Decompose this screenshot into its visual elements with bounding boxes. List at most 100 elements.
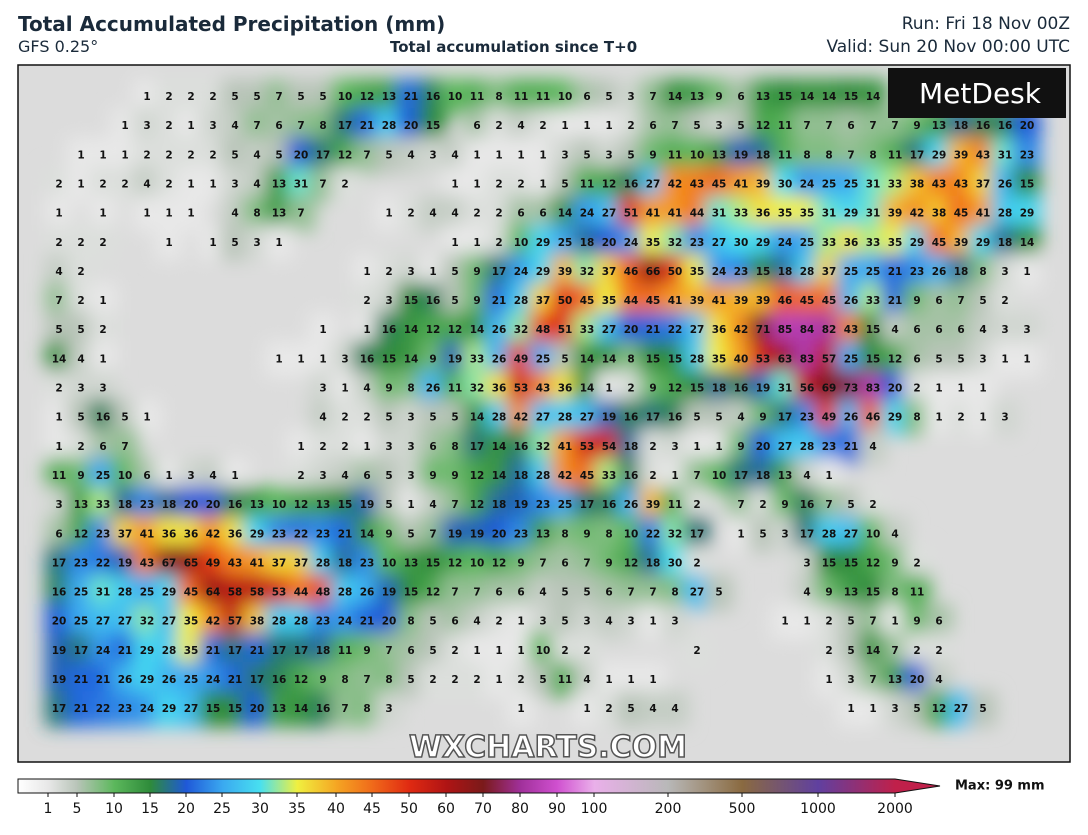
colorbar-segment [483, 779, 521, 793]
grid-value: 22 [668, 324, 683, 336]
grid-value: 7 [957, 295, 964, 307]
grid-value: 29 [140, 674, 155, 686]
grid-value: 6 [935, 616, 942, 628]
grid-value: 2 [913, 645, 920, 657]
grid-value: 3 [55, 499, 62, 511]
grid-value: 9 [363, 645, 370, 657]
grid-value: 15 [844, 557, 859, 569]
grid-value: 1 [231, 470, 238, 482]
colorbar-tick-label: 500 [729, 801, 756, 817]
grid-value: 21 [74, 703, 89, 715]
precip-cell [683, 632, 711, 669]
grid-value: 1 [55, 208, 62, 220]
grid-value: 33 [734, 208, 749, 220]
grid-value: 8 [605, 528, 612, 540]
grid-value: 41 [646, 208, 661, 220]
grid-value: 2 [341, 412, 348, 424]
grid-value: 6 [517, 587, 524, 599]
grid-value: 5 [627, 703, 634, 715]
grid-value: 3 [1001, 266, 1008, 278]
grid-value: 14 [404, 324, 419, 336]
colorbar-tick-label: 5 [73, 801, 82, 817]
grid-value: 12 [888, 353, 903, 365]
grid-value: 9 [517, 557, 524, 569]
grid-value: 19 [756, 383, 771, 395]
grid-value: 2 [363, 412, 370, 424]
grid-value: 35 [712, 353, 727, 365]
grid-value: 2 [77, 441, 84, 453]
grid-value: 1 [935, 412, 942, 424]
grid-value: 5 [385, 412, 392, 424]
grid-value: 24 [778, 237, 793, 249]
logo-box [888, 68, 1066, 118]
grid-value: 16 [52, 587, 67, 599]
grid-value: 50 [668, 266, 683, 278]
grid-value: 7 [869, 616, 876, 628]
grid-value: 44 [624, 295, 639, 307]
grid-value: 1 [451, 237, 458, 249]
grid-value: 45 [580, 470, 595, 482]
grid-value: 4 [935, 674, 942, 686]
grid-value: 5 [121, 412, 128, 424]
grid-value: 64 [206, 587, 221, 599]
grid-value: 17 [52, 557, 67, 569]
grid-value: 2 [165, 149, 172, 161]
grid-value: 13 [316, 499, 331, 511]
grid-value: 20 [294, 149, 309, 161]
grid-value: 14 [558, 208, 573, 220]
grid-value: 32 [536, 441, 551, 453]
grid-value: 28 [162, 645, 177, 657]
grid-value: 37 [976, 178, 991, 190]
grid-value: 1 [143, 412, 150, 424]
grid-value: 6 [55, 528, 62, 540]
grid-value: 8 [407, 616, 414, 628]
grid-value: 9 [429, 470, 436, 482]
grid-value: 16 [624, 470, 639, 482]
grid-value: 2 [495, 178, 502, 190]
grid-value: 27 [162, 616, 177, 628]
grid-value: 29 [536, 237, 551, 249]
grid-value: 58 [228, 587, 243, 599]
grid-value: 2 [407, 208, 414, 220]
grid-value: 6 [957, 324, 964, 336]
grid-value: 43 [228, 557, 243, 569]
grid-value: 49 [514, 353, 529, 365]
grid-value: 37 [536, 295, 551, 307]
grid-value: 7 [275, 91, 282, 103]
grid-value: 45 [184, 587, 199, 599]
grid-value: 2 [693, 557, 700, 569]
grid-value: 42 [206, 616, 221, 628]
colorbar-tick-label: 200 [655, 801, 682, 817]
grid-value: 12 [866, 557, 881, 569]
grid-value: 3 [1023, 324, 1030, 336]
grid-value: 37 [272, 557, 287, 569]
grid-value: 1 [935, 383, 942, 395]
grid-value: 5 [561, 587, 568, 599]
grid-value: 2 [209, 91, 216, 103]
grid-value: 2 [649, 470, 656, 482]
grid-value: 16 [624, 178, 639, 190]
grid-value: 11 [470, 91, 485, 103]
grid-value: 12 [74, 528, 89, 540]
grid-value: 6 [737, 91, 744, 103]
grid-value: 8 [451, 441, 458, 453]
colorbar-segment [818, 779, 896, 793]
grid-value: 36 [844, 237, 859, 249]
grid-value: 3 [143, 120, 150, 132]
grid-value: 33 [822, 237, 837, 249]
grid-value: 28 [800, 266, 815, 278]
grid-value: 9 [913, 120, 920, 132]
grid-value: 41 [976, 208, 991, 220]
colorbar-tick-label: 1 [44, 801, 53, 817]
colorbar-tick-label: 80 [511, 801, 529, 817]
grid-value: 29 [1020, 208, 1035, 220]
grid-value: 7 [385, 645, 392, 657]
grid-value: 39 [734, 295, 749, 307]
grid-value: 18 [756, 149, 771, 161]
colorbar-outline [17, 778, 941, 794]
grid-value: 1 [363, 441, 370, 453]
grid-value: 24 [338, 616, 353, 628]
grid-value: 21 [844, 441, 859, 453]
grid-value: 7 [451, 499, 458, 511]
colorbar-tick-label: 70 [474, 801, 492, 817]
